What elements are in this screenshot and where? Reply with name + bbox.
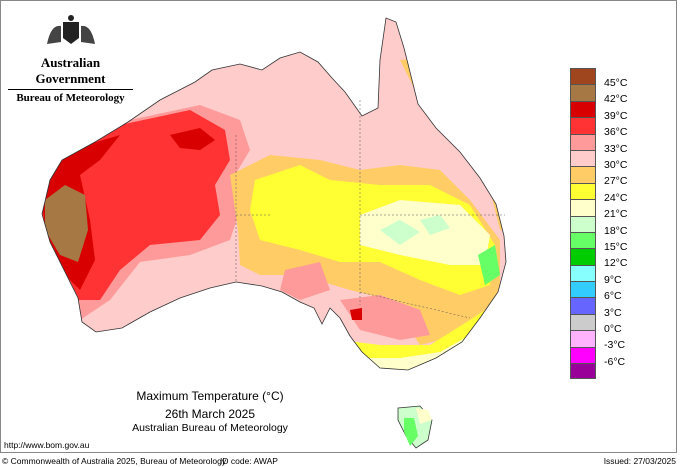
legend-swatch — [570, 363, 596, 380]
legend-label: 39°C — [604, 109, 628, 122]
legend-swatch — [570, 264, 596, 282]
legend-label: 45°C — [604, 77, 628, 89]
coat-of-arms-icon — [46, 15, 95, 44]
id-code: ID code: AWAP — [220, 456, 278, 466]
legend-label: 15°C — [604, 241, 628, 253]
legend-label: -3°C — [604, 339, 626, 352]
legend-swatch — [570, 346, 596, 364]
legend-swatch — [570, 215, 596, 232]
legend-label: 36°C — [604, 126, 628, 139]
government-name: Australian Government — [35, 55, 106, 86]
legend-label: 9°C — [604, 273, 622, 286]
legend-swatch — [570, 231, 596, 249]
legend-label: 27°C — [604, 175, 628, 188]
map-source: Australian Bureau of Meteorology — [132, 422, 288, 434]
legend-swatch — [570, 68, 596, 85]
legend-swatch — [570, 313, 596, 331]
australian-government-logo: Australian Government Bureau of Meteorol… — [8, 14, 133, 104]
legend-swatch — [570, 297, 596, 314]
map-title: Maximum Temperature (°C) — [136, 389, 284, 403]
legend-swatch — [570, 248, 596, 265]
legend-label: 0°C — [604, 323, 622, 335]
legend-swatch — [570, 281, 596, 298]
legend-label: -6°C — [604, 355, 626, 368]
zone-18-21 — [380, 215, 450, 245]
legend-label: 18°C — [604, 224, 628, 237]
zone-21-24 — [360, 200, 490, 265]
legend-label: 12°C — [604, 257, 628, 270]
issued-date: Issued: 27/03/2025 — [603, 456, 676, 466]
legend-swatch — [570, 149, 596, 167]
zone-39-42-inland — [170, 128, 215, 150]
zone-33-36-south — [280, 262, 430, 340]
legend-swatch — [570, 133, 596, 150]
legend-swatch — [570, 199, 596, 216]
zone-42-45 — [45, 185, 88, 262]
legend-label: 42°C — [604, 93, 628, 106]
legend-label: 24°C — [604, 191, 628, 204]
legend-label: 21°C — [604, 208, 628, 221]
zone-15-18 — [478, 245, 500, 285]
agency-name: Bureau of Meteorology — [8, 89, 133, 104]
legend-label: 33°C — [604, 142, 628, 155]
zone-39-42-sa — [350, 308, 362, 320]
legend-label: 30°C — [604, 159, 628, 171]
legend-swatch — [570, 330, 596, 347]
legend-swatch — [570, 84, 596, 101]
legend-swatch — [570, 182, 596, 200]
legend-label: 6°C — [604, 290, 622, 303]
map-date: 26th March 2025 — [164, 407, 256, 421]
tasmania-zone-15-18 — [404, 418, 418, 446]
state-borders — [235, 100, 505, 319]
legend-label: 3°C — [604, 306, 622, 319]
legend-swatch — [570, 117, 596, 134]
bom-url-link[interactable]: http://www.bom.gov.au — [4, 440, 90, 450]
map-panel — [0, 0, 677, 453]
copyright-text: © Commonwealth of Australia 2025, Bureau… — [2, 456, 227, 466]
legend-swatch — [570, 100, 596, 118]
legend-swatch — [570, 166, 596, 183]
temperature-legend: 45°C 42°C 39°C 36°C 33°C 30°C 27°C 24°C 21°C 18°C… — [570, 68, 627, 380]
tasmania-zone-21-24 — [416, 408, 432, 424]
